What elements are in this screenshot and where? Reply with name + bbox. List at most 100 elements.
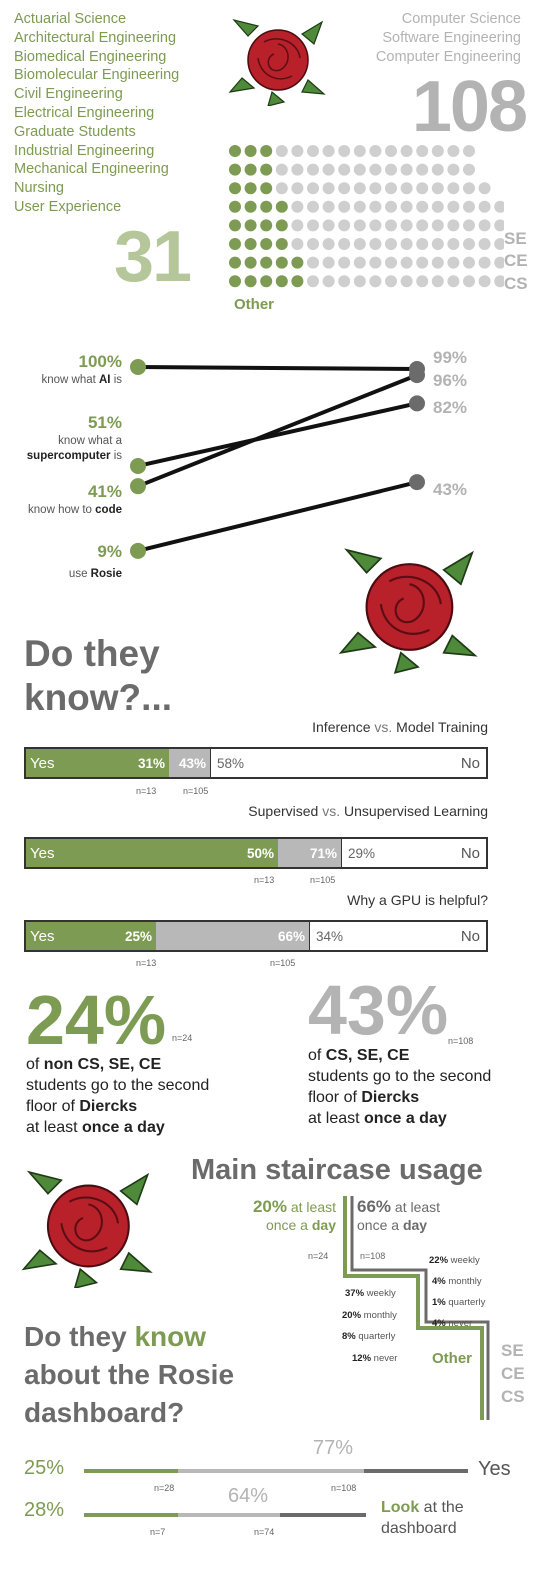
dash-know-end-label: Yes (478, 1458, 511, 1480)
waffle-dot-other (229, 163, 241, 176)
slope-line (137, 480, 418, 553)
waffle-dot-cs (431, 275, 444, 288)
waffle-dot-cs (353, 200, 366, 213)
waffle-dot-cs (322, 145, 335, 157)
waffle-dot-cs (322, 200, 335, 213)
slope-left-label: know what a supercomputer is (26, 435, 122, 462)
waffle-dot-cs (322, 238, 335, 250)
bar-segment-cs: 71% (278, 839, 341, 867)
sample-size: n=74 (254, 1527, 275, 1537)
waffle-dot-cs (275, 182, 288, 195)
slope-dot-other (130, 542, 146, 559)
waffle-dot-cs (291, 145, 304, 157)
waffle-dot-cs (416, 163, 429, 176)
waffle-dot-cs (447, 163, 460, 176)
waffle-dot-cs (416, 182, 429, 195)
slope-right-pct: 82% (433, 398, 468, 417)
waffle-dot-cs (291, 219, 304, 232)
waffle-dot-other (275, 238, 288, 250)
waffle-dot-cs (494, 275, 504, 288)
waffle-dot-other (229, 182, 241, 195)
dash-know-other-pct: 25% (24, 1457, 65, 1479)
waffle-dot-cs (478, 182, 491, 195)
major-item: Actuarial Science (14, 11, 127, 27)
slope-right-pct: 99% (433, 348, 468, 367)
waffle-dot-cs (307, 163, 319, 176)
major-item: Nursing (14, 180, 64, 197)
bar-segment-no: 58% No (210, 749, 486, 777)
stair-cs-breakdown: 4% monthly (432, 1276, 482, 1287)
waffle-dot-cs (431, 200, 444, 213)
waffle-dot-cs (353, 182, 366, 195)
waffle-dot-cs (385, 256, 397, 269)
waffle-dot-cs (416, 256, 429, 269)
waffle-dot-cs (322, 163, 335, 176)
waffle-dot-cs (338, 163, 351, 176)
slope-dot-cs (409, 474, 425, 491)
major-item: Graduate Students (14, 123, 136, 140)
major-item: Architectural Engineering (14, 29, 177, 46)
waffle-dot-cs (400, 182, 413, 195)
waffle-dot-cs (385, 182, 397, 195)
waffle-dot-cs (447, 145, 460, 157)
waffle-dot-cs (369, 200, 382, 213)
major-item: User Experience (14, 198, 122, 215)
waffle-dot-other (244, 163, 257, 176)
waffle-dot-cs (307, 238, 319, 250)
waffle-dot-cs (385, 238, 397, 250)
waffle-dot-cs (463, 200, 475, 213)
waffle-dot-cs (416, 238, 429, 250)
slope-line (137, 401, 418, 468)
waffle-dot-cs (385, 145, 397, 157)
waffle-dot-cs (478, 275, 491, 288)
slope-chart (130, 359, 425, 559)
stair-other-breakdown: 12% never (352, 1353, 398, 1364)
slope-right-pct: 96% (433, 371, 468, 390)
major-item: Biomedical Engineering (14, 48, 167, 65)
stair-other-breakdown: 8% quarterly (342, 1331, 396, 1342)
waffle-dot-cs (291, 200, 304, 213)
waffle-dot-cs (353, 163, 366, 176)
waffle-dot-other (291, 275, 304, 288)
major-item: Mechanical Engineering (14, 161, 169, 178)
waffle-dot-other (260, 182, 273, 195)
slope-dot-other (130, 359, 146, 375)
bar-segment-no: 29% No (341, 839, 486, 867)
floor-other-text: of non CS, SE, CE students go to the sec… (26, 1056, 210, 1136)
waffle-dot-cs (385, 163, 397, 176)
slope-line (137, 365, 418, 372)
waffle-dot-cs (416, 200, 429, 213)
waffle-dot-cs (338, 219, 351, 232)
question-title: Inference vs. Model Training (312, 719, 488, 735)
stair-label-se: SE (501, 1341, 524, 1360)
waffle-dot-cs (447, 275, 460, 288)
bar-segment-other: Yes 25% (26, 922, 156, 950)
waffle-dot-cs (353, 219, 366, 232)
bar-segment-no: 34% No (309, 922, 486, 950)
waffle-dot-cs (291, 182, 304, 195)
sample-size: n=13 (136, 786, 157, 796)
sample-size: n=24 (172, 1033, 193, 1043)
waffle-dot-cs (447, 256, 460, 269)
waffle-dot-other (229, 256, 241, 269)
waffle-dot-other (229, 200, 241, 213)
waffle-dot-cs (478, 200, 491, 213)
dash-look-end-label: Look at the dashboard (381, 1499, 464, 1537)
dash-know-cs-pct: 77% (313, 1437, 354, 1459)
waffle-dot-cs (353, 256, 366, 269)
sample-size: n=7 (150, 1527, 166, 1537)
waffle-dot-other (260, 219, 273, 232)
waffle-dot-cs (447, 182, 460, 195)
waffle-dot-cs (307, 275, 319, 288)
major-item: Civil Engineering (14, 86, 123, 103)
waffle-dot-cs (291, 163, 304, 176)
bar-segment-other: Yes 50% (26, 839, 278, 867)
waffle-dot-cs (400, 200, 413, 213)
waffle-dot-cs (307, 256, 319, 269)
slope-dot-other (130, 457, 146, 474)
waffle-dot-other (229, 238, 241, 250)
waffle-dot-other (229, 145, 241, 157)
dash-look-other-pct: 28% (24, 1499, 65, 1521)
waffle-dot-cs (447, 238, 460, 250)
stair-label-other: Other (432, 1350, 473, 1367)
